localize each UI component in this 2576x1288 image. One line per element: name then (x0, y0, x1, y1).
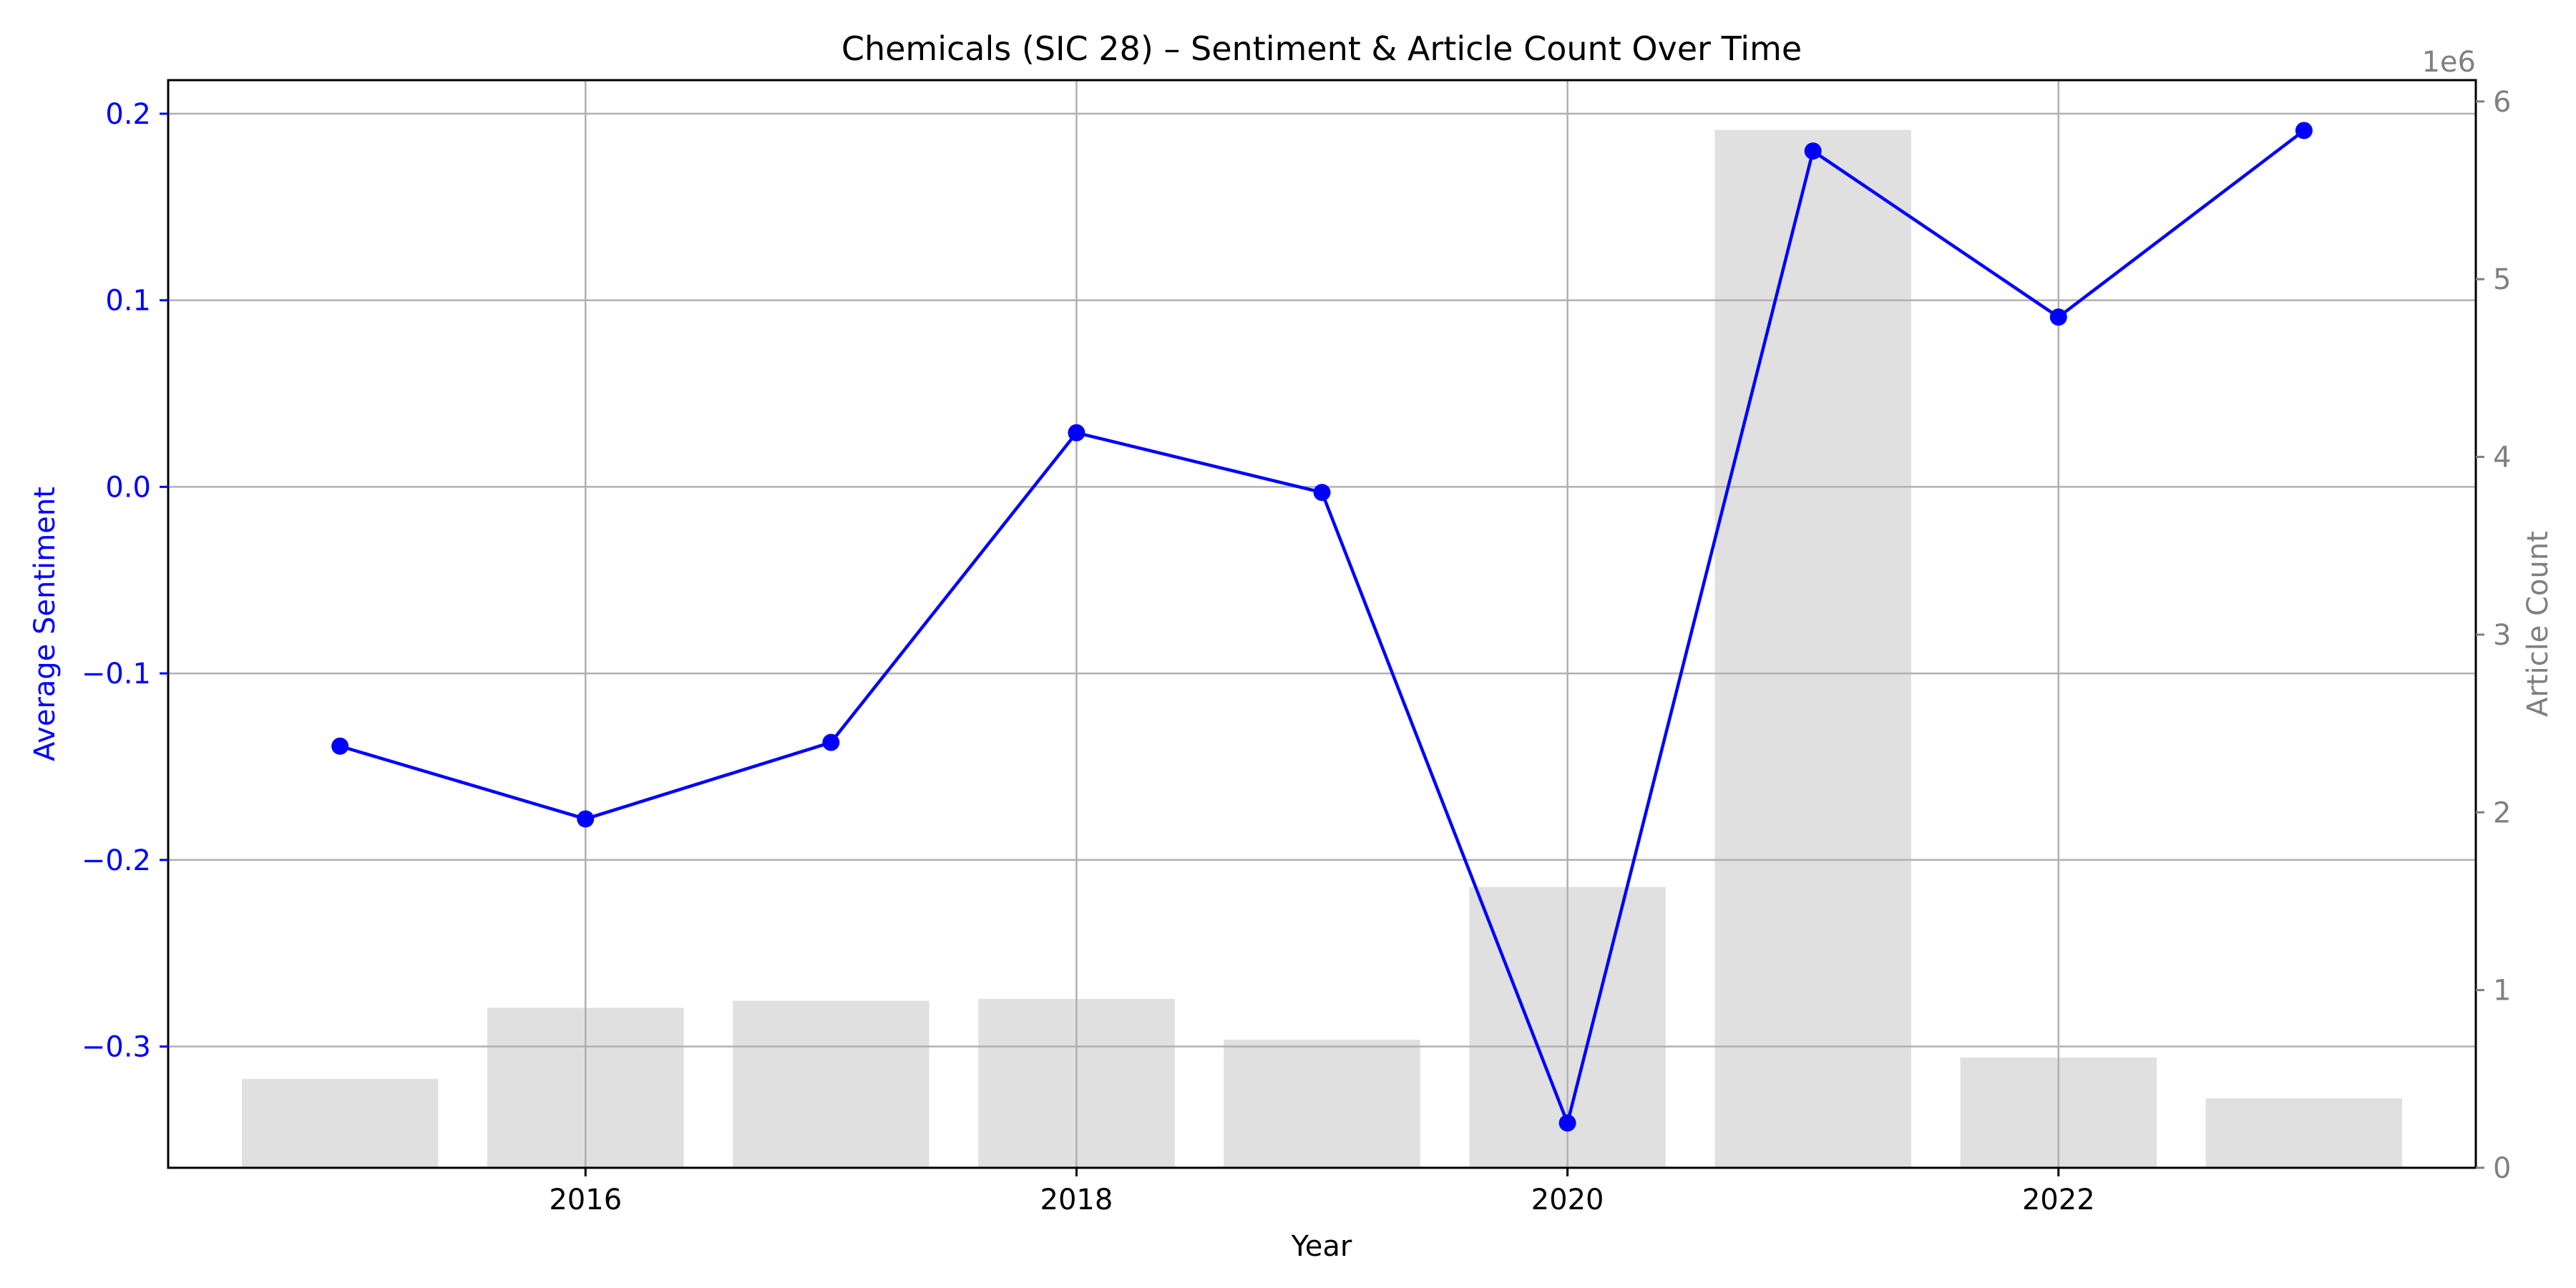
left-tick-label: −0.3 (82, 1031, 151, 1064)
right-tick-label: 4 (2493, 441, 2511, 474)
right-tick-label: 2 (2493, 796, 2511, 829)
axis-ticks: 2016 2018 2020 2022 0.2 0.1 0.0 −0.1 −0.2 −0.3 0 1 2… (82, 86, 2512, 1216)
sentiment-point (2295, 122, 2313, 140)
right-axis-label: Article Count (2522, 531, 2555, 717)
sentiment-point (2049, 308, 2067, 326)
plot-frame (167, 79, 2477, 1169)
left-tick-label: 0.2 (105, 98, 151, 131)
article-count-bar (241, 1078, 439, 1168)
left-tick-label: 0.0 (105, 471, 151, 504)
line-series (331, 122, 2313, 1132)
sentiment-point (822, 733, 840, 751)
article-count-bar (1714, 130, 1911, 1168)
x-axis-label: Year (1291, 1230, 1352, 1263)
article-count-bar (733, 1000, 930, 1168)
x-tick-label: 2018 (1040, 1184, 1113, 1216)
sentiment-point (1804, 142, 1822, 160)
right-tick-label: 0 (2493, 1152, 2511, 1185)
x-tick-label: 2022 (2022, 1184, 2095, 1216)
left-tick-label: −0.2 (82, 844, 151, 877)
left-tick-label: −0.1 (82, 658, 151, 691)
sentiment-point (331, 737, 349, 755)
right-tick-label: 6 (2493, 86, 2511, 119)
sentiment-point (1313, 484, 1331, 502)
article-count-bar (1224, 1040, 1420, 1168)
right-axis-offset-label: 1e6 (2421, 46, 2476, 79)
sentiment-point (577, 810, 595, 828)
x-tick-label: 2020 (1531, 1184, 1604, 1216)
right-tick-label: 1 (2493, 975, 2511, 1008)
left-axis-label: Average Sentiment (29, 487, 62, 761)
right-tick-label: 5 (2493, 263, 2511, 296)
chart-title: Chemicals (SIC 28) – Sentiment & Article… (841, 29, 1802, 68)
sentiment-point (1068, 424, 1085, 441)
sentiment-point (1558, 1114, 1576, 1132)
x-tick-label: 2016 (549, 1184, 622, 1216)
left-tick-label: 0.1 (105, 285, 151, 318)
right-tick-label: 3 (2493, 619, 2511, 652)
article-count-bar (2205, 1098, 2403, 1168)
